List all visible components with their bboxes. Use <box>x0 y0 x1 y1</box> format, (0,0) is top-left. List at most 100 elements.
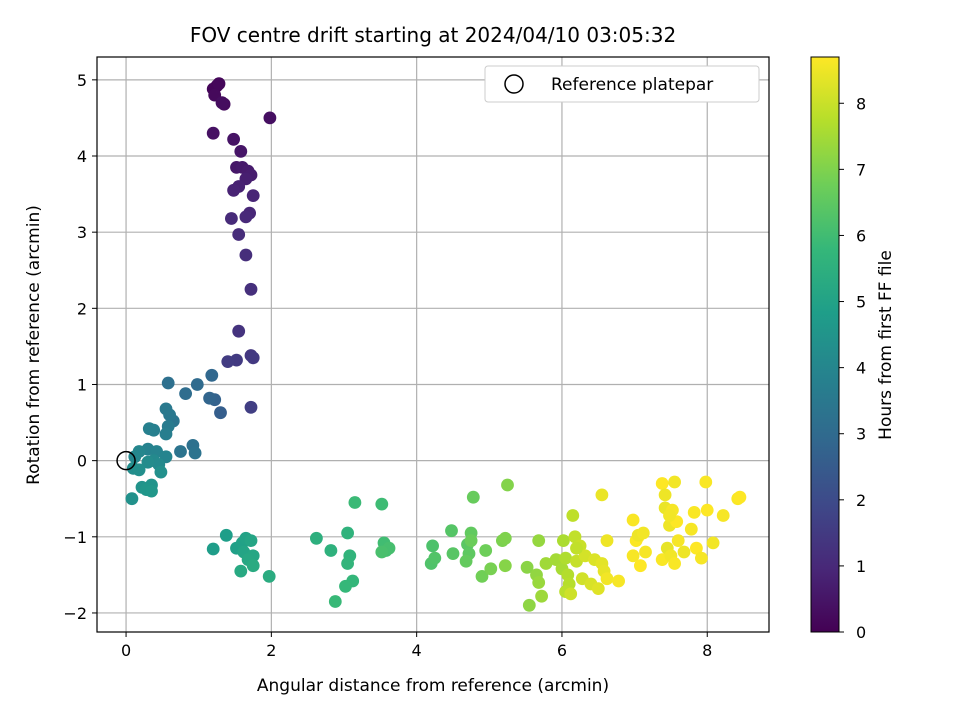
legend: Reference platepar <box>484 65 760 103</box>
data-point <box>663 509 676 522</box>
data-point <box>501 478 514 492</box>
data-point <box>234 145 248 158</box>
data-point <box>341 526 354 540</box>
colorbar-tick-label: 5 <box>856 293 866 312</box>
data-point <box>539 557 553 570</box>
data-point <box>716 509 730 522</box>
data-point <box>639 545 652 559</box>
data-point <box>246 189 260 203</box>
data-point <box>203 391 217 405</box>
data-point <box>700 503 714 517</box>
data-point <box>695 551 708 565</box>
data-point <box>239 248 253 262</box>
data-point <box>520 560 534 574</box>
data-point <box>532 534 546 547</box>
y-tick-label: −1 <box>63 528 87 547</box>
data-point <box>522 598 536 612</box>
colorbar <box>810 56 840 633</box>
colorbar-tick-label: 0 <box>856 623 866 642</box>
colorbar-label: Hours from first FF file <box>876 250 896 440</box>
data-point <box>341 557 354 570</box>
data-point <box>446 547 460 560</box>
y-tick-label: 1 <box>77 375 87 394</box>
y-tick-label: −2 <box>63 604 87 623</box>
data-point <box>549 553 563 566</box>
reference-marker-layer <box>116 450 136 471</box>
data-point <box>626 549 640 563</box>
colorbar-tick-label: 6 <box>856 226 866 245</box>
data-point <box>668 475 681 489</box>
data-point <box>699 475 713 489</box>
reference-platepar-marker <box>116 450 136 471</box>
data-point <box>142 422 156 436</box>
legend-marker-icon <box>504 74 524 94</box>
data-point <box>671 534 685 547</box>
data-point <box>263 111 277 125</box>
data-point <box>132 463 146 477</box>
data-point <box>535 589 548 603</box>
x-tick-label: 0 <box>121 641 131 660</box>
data-point <box>498 531 512 545</box>
x-axis-label: Angular distance from reference (arcmin) <box>257 676 609 696</box>
data-point <box>206 542 220 556</box>
data-point <box>190 378 204 391</box>
y-axis-label: Rotation from reference (arcmin) <box>24 205 44 485</box>
data-point <box>262 570 276 583</box>
chart-title: FOV centre drift starting at 2024/04/10 … <box>190 23 676 47</box>
y-tick-label: 2 <box>77 299 87 318</box>
data-point <box>612 574 625 588</box>
data-point <box>600 534 614 547</box>
data-point <box>459 554 473 568</box>
y-tick-label: 3 <box>77 223 87 242</box>
data-point <box>145 484 158 498</box>
y-axis-ticks: −2 −1 0 1 2 3 4 5 <box>63 71 97 623</box>
data-point <box>475 570 489 583</box>
data-point <box>179 387 193 400</box>
data-point <box>684 522 698 536</box>
data-point <box>219 528 233 542</box>
data-point <box>636 526 650 540</box>
data-point <box>677 545 691 559</box>
data-point <box>232 228 246 241</box>
y-tick-label: 0 <box>77 452 87 471</box>
colorbar-tick-label: 1 <box>856 557 866 576</box>
data-point <box>125 492 139 506</box>
data-point <box>375 497 389 511</box>
data-point <box>324 544 338 557</box>
data-point <box>706 536 720 550</box>
data-point <box>244 282 258 296</box>
data-point <box>690 541 703 555</box>
data-point <box>339 579 352 593</box>
colorbar-ticks: 0 1 2 3 4 5 6 7 8 <box>839 94 866 642</box>
data-point <box>570 541 583 555</box>
data-point <box>141 455 155 469</box>
legend-label: Reference platepar <box>551 75 713 95</box>
data-point <box>205 368 219 382</box>
data-point <box>310 531 323 545</box>
data-point <box>174 445 187 458</box>
y-tick-label: 4 <box>77 147 87 166</box>
data-point <box>159 427 173 441</box>
data-point <box>564 587 578 601</box>
data-point <box>484 562 498 576</box>
data-point <box>227 183 241 197</box>
data-point <box>479 544 493 557</box>
data-point <box>428 551 442 565</box>
x-tick-label: 8 <box>702 641 712 660</box>
data-point <box>466 490 480 504</box>
x-axis-ticks: 0 2 4 6 8 <box>121 632 712 660</box>
data-point <box>328 595 342 608</box>
plot-frame <box>96 56 770 633</box>
x-tick-label: 4 <box>412 641 422 660</box>
data-point <box>532 576 546 589</box>
data-point <box>246 351 260 365</box>
data-point <box>244 400 258 414</box>
colorbar-tick-label: 4 <box>856 359 866 378</box>
data-point <box>557 534 570 547</box>
data-point <box>212 77 226 91</box>
data-point <box>668 557 681 570</box>
data-point <box>559 551 572 565</box>
y-tick-label: 5 <box>77 71 87 90</box>
x-tick-label: 2 <box>266 641 276 660</box>
data-point <box>426 539 439 553</box>
